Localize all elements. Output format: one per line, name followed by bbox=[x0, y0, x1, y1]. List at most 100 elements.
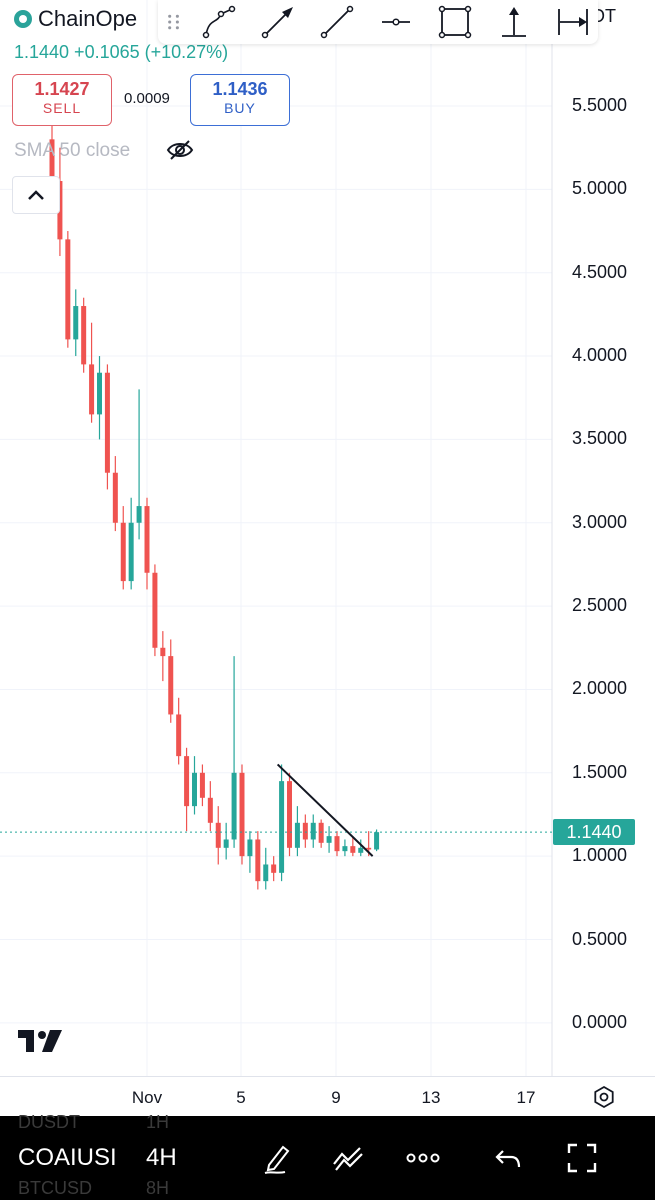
ghost-symbol-below: BTCUSD bbox=[18, 1178, 93, 1198]
candle-body bbox=[184, 756, 190, 807]
time-label-17: 17 bbox=[516, 1088, 536, 1107]
candle-body bbox=[231, 772, 237, 840]
drag-handle-icon[interactable] bbox=[162, 10, 185, 34]
rectangle-tool-icon bbox=[438, 5, 472, 39]
chart-area[interactable]: 5.5000 5.0000 4.5000 4.0000 3.5000 3.0000 2.50… bbox=[0, 0, 655, 1076]
candle-body bbox=[287, 781, 292, 848]
candle-body bbox=[104, 372, 110, 473]
price-axis-label: 3.5000 bbox=[571, 428, 627, 449]
horizontal-ray-tool-button[interactable] bbox=[371, 2, 421, 42]
candle-body bbox=[326, 836, 332, 843]
undo-icon bbox=[495, 1150, 521, 1168]
candle-body bbox=[223, 839, 229, 848]
candle-body bbox=[255, 839, 261, 882]
ghost-symbol-above: DUSDT bbox=[18, 1112, 80, 1132]
pair-suffix: DT bbox=[592, 6, 616, 26]
time-label-nov: Nov bbox=[131, 1088, 163, 1107]
spread-value: 0.0009 bbox=[124, 90, 170, 107]
candle-body bbox=[136, 506, 142, 523]
gear-icon[interactable] bbox=[592, 1085, 616, 1109]
candle-body bbox=[207, 797, 213, 823]
candle-body bbox=[120, 522, 126, 582]
price-axis-label: 3.0000 bbox=[571, 511, 627, 532]
vertical-range-tool-button[interactable] bbox=[489, 2, 539, 42]
candle-body bbox=[263, 864, 269, 882]
price-chart[interactable] bbox=[0, 0, 655, 1076]
horizontal-ray-tool-icon bbox=[382, 18, 411, 26]
candle-body bbox=[152, 572, 158, 648]
more-dots-icon bbox=[406, 1153, 440, 1163]
last-price-tag: 1.1440 bbox=[553, 819, 635, 846]
indicator-legend[interactable]: SMA 50 close bbox=[14, 140, 131, 161]
indicators-button[interactable] bbox=[330, 1140, 366, 1176]
vertical-range-tool-icon bbox=[501, 7, 526, 37]
candle-body bbox=[358, 847, 364, 853]
price-axis-label: 1.5000 bbox=[571, 761, 627, 782]
price-change: 1.1440 +0.1065 (+10.27%) bbox=[14, 42, 229, 62]
candle-body bbox=[49, 139, 55, 182]
candle-body bbox=[279, 781, 285, 873]
symbol-name: ChainOpe bbox=[38, 6, 138, 31]
pen-icon bbox=[264, 1145, 290, 1174]
price-axis-label: 5.0000 bbox=[571, 178, 627, 199]
sell-price: 1.1427 bbox=[34, 79, 90, 99]
draw-button[interactable] bbox=[260, 1140, 296, 1176]
price-axis-label: 0.5000 bbox=[571, 928, 627, 949]
candle-body bbox=[366, 847, 372, 850]
path-tool-icon bbox=[202, 5, 236, 39]
buy-price: 1.1436 bbox=[212, 79, 268, 99]
interval-selector[interactable]: 4H bbox=[146, 1144, 177, 1171]
arrow-tool-button[interactable] bbox=[253, 2, 303, 42]
candle-body bbox=[81, 306, 87, 365]
candle-body bbox=[176, 714, 182, 757]
undo-button[interactable] bbox=[490, 1140, 526, 1176]
candle-series bbox=[49, 89, 380, 890]
tradingview-logo bbox=[18, 1030, 62, 1052]
sell-button[interactable]: 1.1427 SELL bbox=[12, 74, 112, 126]
candle-body bbox=[199, 772, 205, 798]
candle-body bbox=[310, 822, 316, 840]
collapse-legend-button[interactable] bbox=[12, 176, 60, 214]
buy-button[interactable]: 1.1436 BUY bbox=[190, 74, 290, 126]
candle-body bbox=[144, 506, 150, 573]
price-axis-label: 4.5000 bbox=[571, 261, 627, 282]
rectangle-tool-button[interactable] bbox=[430, 2, 480, 42]
price-axis-label: 2.5000 bbox=[571, 595, 627, 616]
price-axis-label: 2.0000 bbox=[571, 678, 627, 699]
candle-body bbox=[97, 372, 102, 415]
coin-logo-icon bbox=[14, 10, 32, 28]
candle-body bbox=[89, 364, 95, 415]
trend-line-tool-icon bbox=[320, 5, 354, 39]
drawn-trend-line[interactable] bbox=[276, 763, 374, 857]
fullscreen-button[interactable] bbox=[564, 1140, 600, 1176]
time-axis[interactable]: Nov 5 9 13 17 bbox=[0, 1076, 655, 1117]
bottom-toolbar: DUSDT 1H COAIUSI 4H BTCUSD 8H bbox=[0, 1112, 655, 1200]
candle-body bbox=[318, 822, 324, 843]
candle-body bbox=[239, 772, 245, 857]
ghost-interval-below: 8H bbox=[146, 1178, 170, 1198]
candle-body bbox=[73, 306, 79, 340]
candle-body bbox=[247, 839, 253, 857]
price-axis-label: 0.0000 bbox=[571, 1011, 627, 1032]
trend-line-tool-button[interactable] bbox=[312, 2, 362, 42]
candle-body bbox=[65, 239, 71, 340]
time-label-5: 5 bbox=[236, 1088, 246, 1107]
time-label-9: 9 bbox=[331, 1088, 341, 1107]
candle-body bbox=[294, 822, 300, 848]
horizontal-range-tool-button[interactable] bbox=[548, 2, 598, 42]
more-button[interactable] bbox=[405, 1140, 441, 1176]
price-axis-label: 4.0000 bbox=[571, 345, 627, 366]
indicators-icon bbox=[333, 1147, 363, 1171]
buy-label: BUY bbox=[224, 100, 256, 116]
eye-hidden-icon[interactable] bbox=[166, 138, 194, 162]
path-tool-button[interactable] bbox=[194, 2, 244, 42]
symbol-selector[interactable]: COAIUSI bbox=[18, 1144, 117, 1171]
arrow-tool-icon bbox=[261, 7, 294, 39]
drawing-toolbar[interactable] bbox=[158, 0, 598, 44]
candle-body bbox=[334, 836, 340, 852]
price-axis-label: 5.5000 bbox=[571, 95, 627, 115]
chevron-up-icon bbox=[28, 190, 44, 200]
ghost-interval-above: 1H bbox=[146, 1112, 170, 1132]
symbol-title[interactable]: ChainOpe bbox=[14, 6, 137, 32]
candle-body bbox=[271, 864, 277, 873]
